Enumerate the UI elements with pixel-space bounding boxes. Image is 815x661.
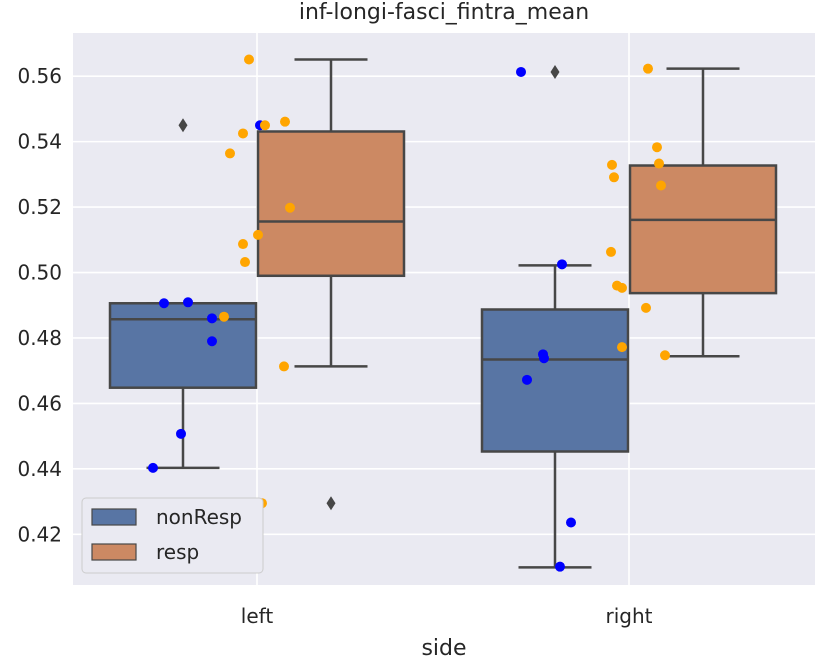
data-point-resp [238, 128, 248, 139]
data-point-resp [654, 158, 664, 169]
box-left-resp [256, 58, 406, 511]
y-tick-label: 0.56 [17, 64, 62, 88]
data-point-nonresp [207, 336, 217, 347]
data-point-resp [260, 120, 270, 131]
box-right-nonresp [480, 64, 630, 569]
data-point-nonresp [555, 561, 565, 572]
outlier-marker [326, 496, 336, 511]
chart-title: inf-longi-fasci_fintra_mean [299, 0, 589, 25]
data-point-resp [253, 229, 263, 240]
data-point-resp [279, 361, 289, 372]
data-point-resp [617, 282, 627, 293]
outlier-marker [550, 64, 560, 79]
y-tick-label: 0.50 [17, 261, 62, 285]
boxes [108, 58, 778, 569]
x-tick-label-left: left [241, 604, 274, 628]
data-point-nonresp [516, 66, 526, 77]
data-point-resp [219, 311, 229, 322]
data-point-nonresp [539, 353, 549, 364]
data-point-resp [225, 148, 235, 159]
y-tick-labels: 0.42 0.44 0.46 0.48 0.50 0.52 0.54 0.56 [17, 64, 62, 546]
data-point-nonresp [159, 298, 169, 309]
data-point-resp [617, 342, 627, 353]
data-point-resp [285, 202, 295, 213]
data-point-resp [643, 63, 653, 74]
legend-swatch-resp [91, 543, 137, 561]
box-iqr [480, 308, 630, 453]
legend: nonResp resp [81, 497, 264, 574]
y-tick-label: 0.52 [17, 195, 62, 219]
y-tick-label: 0.54 [17, 130, 62, 154]
data-point-nonresp [207, 313, 217, 324]
y-tick-label: 0.42 [17, 522, 62, 546]
data-point-resp [660, 350, 670, 361]
strip-points [148, 54, 670, 572]
box-left-nonresp [108, 118, 258, 470]
data-point-nonresp [566, 517, 576, 528]
box-iqr [628, 164, 778, 295]
y-tick-label: 0.48 [17, 326, 62, 350]
box-iqr [108, 302, 258, 389]
data-point-nonresp [557, 259, 567, 270]
data-point-resp [607, 159, 617, 170]
legend-label-nonresp: nonResp [156, 505, 242, 529]
data-point-resp [280, 116, 290, 127]
x-tick-label-right: right [606, 604, 653, 628]
data-point-nonresp [176, 428, 186, 439]
data-point-resp [606, 246, 616, 257]
data-point-resp [240, 257, 250, 268]
y-tick-label: 0.44 [17, 457, 62, 481]
x-axis-title: side [421, 636, 466, 661]
legend-label-resp: resp [156, 540, 199, 564]
x-tick-labels: left right [241, 604, 653, 628]
data-point-resp [238, 239, 248, 250]
y-tick-label: 0.46 [17, 391, 62, 415]
data-point-nonresp [148, 462, 158, 473]
data-point-resp [652, 142, 662, 153]
data-point-resp [609, 172, 619, 183]
box-iqr [256, 130, 406, 278]
legend-swatch-nonresp [91, 508, 137, 526]
outlier-marker [178, 118, 188, 133]
data-point-nonresp [183, 297, 193, 308]
data-point-resp [656, 180, 666, 191]
data-point-resp [244, 54, 254, 65]
box-right-resp [628, 67, 778, 358]
data-point-resp [641, 302, 651, 313]
data-point-nonresp [522, 374, 532, 385]
